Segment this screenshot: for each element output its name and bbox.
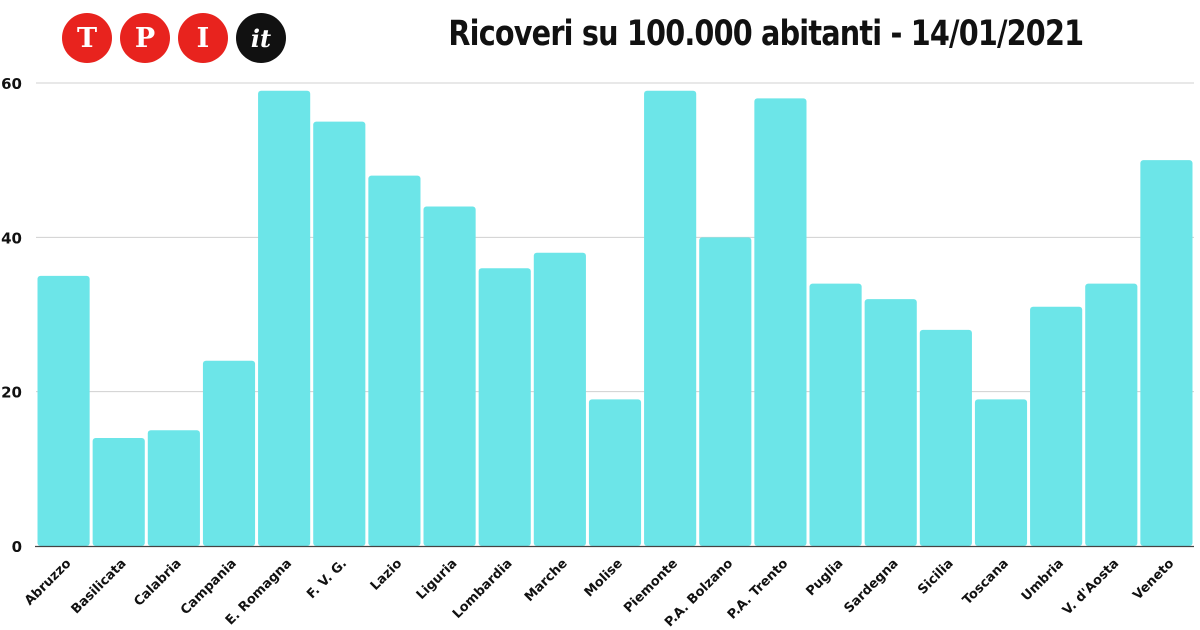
logo-suffix-it: it (236, 13, 286, 63)
bar (478, 268, 531, 546)
x-tick-label: Umbria (1019, 556, 1067, 604)
x-tick-label: Veneto (1130, 556, 1177, 603)
bar (368, 175, 421, 546)
chart-title: Ricoveri su 100.000 abitanti - 14/01/202… (448, 14, 1084, 54)
x-tick-label: Sardegna (841, 556, 901, 616)
y-tick-label: 60 (1, 75, 22, 93)
y-tick-labels: 0 20 40 60 (1, 75, 22, 556)
bar (258, 90, 311, 546)
bar (1085, 283, 1138, 546)
x-tick-label: Lombardia (450, 556, 516, 622)
x-tick-label: Toscana (960, 556, 1012, 608)
bar (92, 437, 145, 546)
bar (644, 90, 697, 546)
bar (864, 299, 917, 546)
x-tick-label: Calabria (131, 556, 184, 609)
bar (1030, 306, 1083, 546)
x-tick-label: Molise (582, 556, 626, 600)
bar (147, 430, 200, 546)
y-tick-label: 20 (1, 384, 22, 402)
bar (809, 283, 862, 546)
x-tick-label: Abruzzo (22, 556, 74, 608)
bar (974, 399, 1028, 546)
x-tick-label: Liguria (414, 556, 461, 603)
x-tick-label: Basilicata (69, 556, 130, 617)
bar (533, 252, 586, 546)
x-tick-label: Marche (522, 556, 571, 605)
logo-letter-p: P (120, 13, 170, 63)
bar (202, 360, 256, 546)
y-tick-label: 0 (12, 538, 22, 556)
logo-letter-i: I (178, 13, 228, 63)
bar (423, 206, 476, 546)
x-tick-label: Sicilia (915, 556, 956, 597)
x-tick-label: Lazio (368, 556, 406, 594)
bar (313, 121, 366, 546)
logo-letter-t: T (62, 13, 112, 63)
y-tick-label: 40 (1, 229, 22, 247)
x-tick-label: Piemonte (621, 556, 681, 616)
bar (699, 237, 752, 547)
bar (919, 329, 972, 546)
grid-lines (36, 82, 1194, 393)
bar (37, 275, 90, 546)
bar (588, 399, 642, 546)
x-tick-label: F. V. G. (304, 556, 350, 602)
x-tick-label: Puglia (803, 556, 846, 599)
x-tick-label: V. d'Aosta (1060, 556, 1122, 618)
bar (1140, 160, 1193, 546)
bars (37, 90, 1193, 547)
bar (754, 98, 807, 546)
